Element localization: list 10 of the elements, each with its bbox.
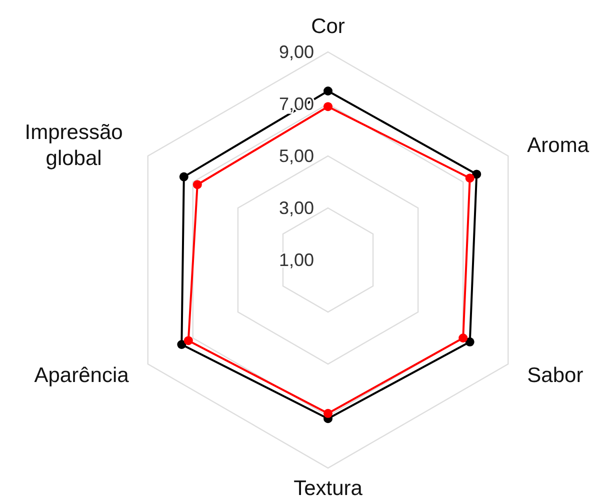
spoke-label: Textura — [294, 477, 363, 500]
spoke-label: Impressão global — [24, 121, 123, 170]
y-tick-label: 5,00 — [278, 146, 314, 166]
y-tick-label: 9,00 — [278, 42, 314, 62]
spoke-label: Aroma — [527, 134, 590, 157]
spoke-label: Aparência — [34, 364, 130, 387]
spoke-label: Sabor — [527, 364, 584, 387]
y-tick-label: 3,00 — [278, 198, 314, 218]
y-tick-label: 1,00 — [278, 250, 314, 270]
spoke-label: Cor — [311, 15, 345, 38]
